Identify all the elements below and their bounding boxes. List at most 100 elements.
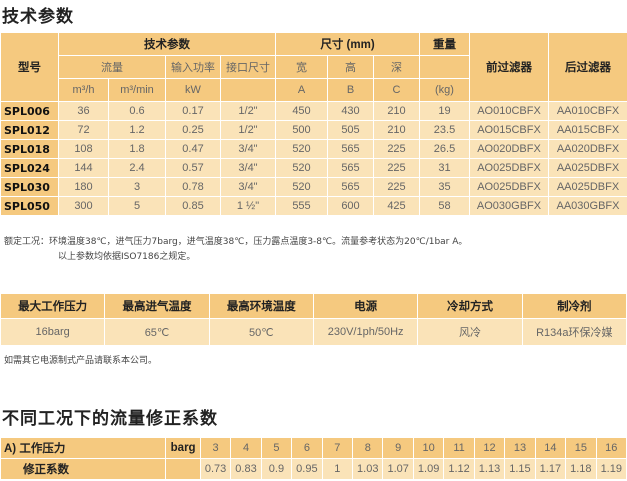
- header-dims: 尺寸 (mm): [275, 32, 420, 56]
- table-cell: 225: [373, 158, 420, 178]
- pressure-value: 12: [473, 437, 506, 459]
- table-cell: AA025DBFX: [548, 177, 627, 197]
- table-row: SPL024 144 2.4 0.57 3/4" 520 565 225 31 AO025DBFX…: [0, 158, 627, 178]
- table-cell: AA020DBFX: [548, 139, 627, 159]
- note-rated-conditions: 额定工况：环境温度38℃，进气压力7barg，进气温度38℃，压力露点温度3-8…: [4, 237, 468, 247]
- model-cell: SPL006: [0, 101, 59, 121]
- model-cell: SPL024: [0, 158, 59, 178]
- unit-m3min: m³/min: [108, 78, 166, 102]
- factor-value: 1.12: [443, 458, 475, 480]
- factor-value: 1.03: [352, 458, 384, 480]
- table-cell: 72: [58, 120, 109, 140]
- factor-value: 1.07: [382, 458, 414, 480]
- pressure-value: 11: [443, 437, 475, 459]
- pressure-value: 8: [352, 437, 384, 459]
- factor-value: 1.15: [504, 458, 536, 480]
- factor-value: 1.09: [412, 458, 445, 480]
- table-cell: AA030GBFX: [548, 196, 627, 216]
- unit-m3h: m³/h: [58, 78, 109, 102]
- limit-value: R134a环保冷媒: [521, 318, 627, 346]
- table-cell: 144: [58, 158, 109, 178]
- table-cell: 505: [327, 120, 374, 140]
- section-title-specs: 技术参数: [2, 7, 74, 27]
- pressure-unit: barg: [165, 437, 201, 459]
- pressure-value: 6: [291, 437, 323, 459]
- pressure-value: 15: [565, 437, 597, 459]
- table-cell: 36: [58, 101, 109, 121]
- header-tech: 技术参数: [58, 32, 276, 56]
- table-cell: 450: [275, 101, 328, 121]
- table-cell: 565: [327, 139, 374, 159]
- table-cell: 35: [419, 177, 470, 197]
- table-cell: AO025DBFX: [469, 177, 549, 197]
- table-cell: 225: [373, 177, 420, 197]
- table-cell: 23.5: [419, 120, 470, 140]
- table-cell: 425: [373, 196, 420, 216]
- table-cell: 3: [108, 177, 166, 197]
- table-row: SPL050 300 5 0.85 1 ½" 555 600 425 58 AO030GBFX AA…: [0, 196, 627, 216]
- unit-c: C: [373, 78, 420, 102]
- table-cell: 500: [275, 120, 328, 140]
- table-row: SPL012 72 1.2 0.25 1/2" 500 505 210 23.5 AO015CBF…: [0, 120, 627, 140]
- table-cell: 300: [58, 196, 109, 216]
- table-cell: 210: [373, 120, 420, 140]
- pressure-value: 13: [504, 437, 536, 459]
- factor-label: 修正系数: [0, 458, 167, 480]
- pressure-value: 5: [260, 437, 293, 459]
- unit-blank: [220, 78, 276, 102]
- table-cell: 3/4": [220, 158, 276, 178]
- table-cell: 58: [419, 196, 470, 216]
- factor-value: 0.73: [199, 458, 232, 480]
- limit-header: 最大工作压力: [0, 293, 106, 319]
- table-cell: 26.5: [419, 139, 470, 159]
- pressure-value: 9: [382, 437, 414, 459]
- model-cell: SPL018: [0, 139, 59, 159]
- section-title-correction: 不同工况下的流量修正系数: [2, 409, 218, 429]
- note-iso: 以上参数均依据ISO7186之规定。: [58, 252, 196, 262]
- pressure-value: 3: [199, 437, 232, 459]
- table-cell: 0.78: [165, 177, 221, 197]
- table-cell: 0.47: [165, 139, 221, 159]
- table-cell: 31: [419, 158, 470, 178]
- table-cell: 555: [275, 196, 328, 216]
- specs-table: 型号 技术参数 尺寸 (mm) 重量 前过滤器 后过滤器 流量 输入功率 接口尺…: [0, 32, 627, 216]
- limit-header: 最高进气温度: [104, 293, 210, 319]
- factor-value: 1.17: [534, 458, 567, 480]
- header-weight-blank: [419, 55, 470, 79]
- table-cell: 3/4": [220, 139, 276, 159]
- table-cell: AO020DBFX: [469, 139, 549, 159]
- factor-value: 0.9: [260, 458, 293, 480]
- pressure-value: 14: [534, 437, 567, 459]
- model-cell: SPL012: [0, 120, 59, 140]
- table-cell: 1/2": [220, 120, 276, 140]
- table-cell: 0.25: [165, 120, 221, 140]
- table-cell: 600: [327, 196, 374, 216]
- pressure-value: 4: [230, 437, 262, 459]
- header-afterfilter: 后过滤器: [548, 32, 627, 102]
- table-row: SPL018 108 1.8 0.47 3/4" 520 565 225 26.5 AO020DB…: [0, 139, 627, 159]
- factor-value: 0.95: [291, 458, 323, 480]
- table-cell: AA025DBFX: [548, 158, 627, 178]
- table-cell: 5: [108, 196, 166, 216]
- note-power-options: 如需其它电源制式产品请联系本公司。: [4, 356, 158, 366]
- limit-value: 50℃: [208, 318, 314, 346]
- table-row: SPL030 180 3 0.78 3/4" 520 565 225 35 AO025DBFX AA…: [0, 177, 627, 197]
- table-cell: 210: [373, 101, 420, 121]
- factor-value: 1.13: [473, 458, 506, 480]
- table-cell: 225: [373, 139, 420, 159]
- table-cell: AO025DBFX: [469, 158, 549, 178]
- correction-table: A) 工作压力 barg 3 4 5 6 7 8 9 10 11 12 13 14 15 16 修正系数 …: [0, 437, 627, 480]
- header-prefilter: 前过滤器: [469, 32, 549, 102]
- header-conn: 接口尺寸: [220, 55, 276, 79]
- limit-header: 冷却方式: [417, 293, 523, 319]
- table-cell: 108: [58, 139, 109, 159]
- table-cell: 0.17: [165, 101, 221, 121]
- table-cell: 1.2: [108, 120, 166, 140]
- table-cell: 0.6: [108, 101, 166, 121]
- pressure-value: 16: [595, 437, 627, 459]
- header-weight: 重量: [419, 32, 470, 56]
- table-cell: AO030GBFX: [469, 196, 549, 216]
- table-cell: 0.57: [165, 158, 221, 178]
- limit-header: 最高环境温度: [208, 293, 314, 319]
- header-width: 宽: [275, 55, 328, 79]
